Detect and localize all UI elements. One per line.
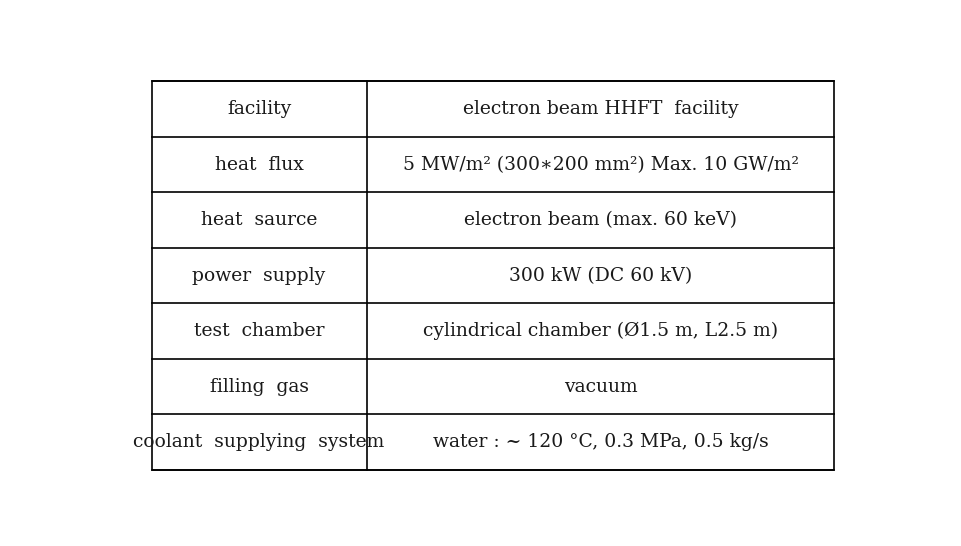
- Text: heat  saurce: heat saurce: [201, 211, 317, 229]
- Text: facility: facility: [227, 100, 291, 118]
- Text: cylindrical chamber (Ø1.5 m, L2.5 m): cylindrical chamber (Ø1.5 m, L2.5 m): [423, 322, 777, 340]
- Text: electron beam HHFT  facility: electron beam HHFT facility: [462, 100, 738, 118]
- Text: coolant  supplying  system: coolant supplying system: [134, 433, 384, 451]
- Text: water : ~ 120 °C, 0.3 MPa, 0.5 kg/s: water : ~ 120 °C, 0.3 MPa, 0.5 kg/s: [432, 433, 768, 451]
- Text: 5 MW/m² (300∗200 mm²) Max. 10 GW/m²: 5 MW/m² (300∗200 mm²) Max. 10 GW/m²: [403, 156, 798, 174]
- Text: heat  flux: heat flux: [214, 156, 304, 174]
- Text: test  chamber: test chamber: [194, 322, 324, 340]
- Text: electron beam (max. 60 keV): electron beam (max. 60 keV): [463, 211, 736, 229]
- Text: filling  gas: filling gas: [209, 378, 308, 396]
- Text: vacuum: vacuum: [563, 378, 637, 396]
- Text: power  supply: power supply: [192, 267, 326, 284]
- Text: 300 kW (DC 60 kV): 300 kW (DC 60 kV): [508, 267, 692, 284]
